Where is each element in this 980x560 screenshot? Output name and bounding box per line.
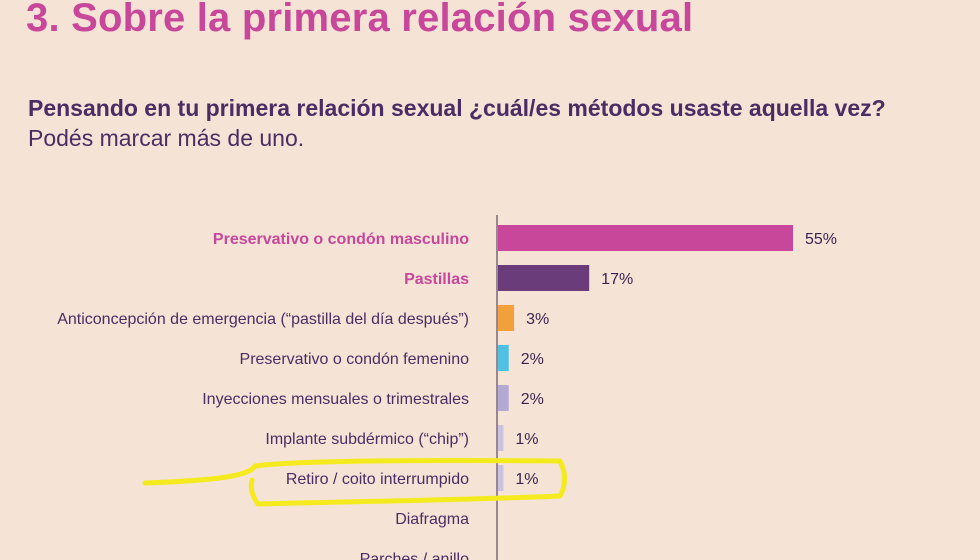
category-label: Diafragma — [395, 511, 469, 528]
page-title: 3. Sobre la primera relación sexual — [26, 0, 694, 40]
category-label: Anticoncepción de emergencia (“pastilla … — [57, 311, 469, 328]
bar — [498, 225, 793, 251]
question-rest-text: Podés marcar más de uno. — [28, 125, 305, 151]
question-bold-text: Pensando en tu primera relación sexual ¿… — [28, 95, 886, 121]
bar — [498, 265, 590, 291]
value-label: 2% — [521, 351, 544, 368]
value-label: 2% — [521, 391, 544, 408]
category-label: Inyecciones mensuales o trimestrales — [202, 391, 469, 408]
bar — [498, 305, 515, 331]
value-label: 55% — [805, 231, 837, 248]
category-label: Retiro / coito interrumpido — [286, 471, 469, 488]
category-label: Pastillas — [404, 271, 469, 288]
category-label: Preservativo o condón femenino — [240, 351, 470, 368]
survey-question: Pensando en tu primera relación sexual ¿… — [28, 93, 948, 153]
bar — [498, 425, 504, 451]
value-label: 1% — [515, 431, 538, 448]
value-label: 1% — [515, 471, 538, 488]
bar — [498, 345, 509, 371]
highlight-marker-annotation — [142, 458, 567, 507]
value-label: 3% — [526, 311, 549, 328]
bar — [498, 465, 504, 491]
category-label: Preservativo o condón masculino — [213, 231, 469, 248]
category-label: Implante subdérmico (“chip”) — [265, 431, 469, 448]
value-label: 17% — [601, 271, 633, 288]
category-label: Parches / anillo — [360, 551, 469, 560]
bar — [498, 385, 509, 411]
